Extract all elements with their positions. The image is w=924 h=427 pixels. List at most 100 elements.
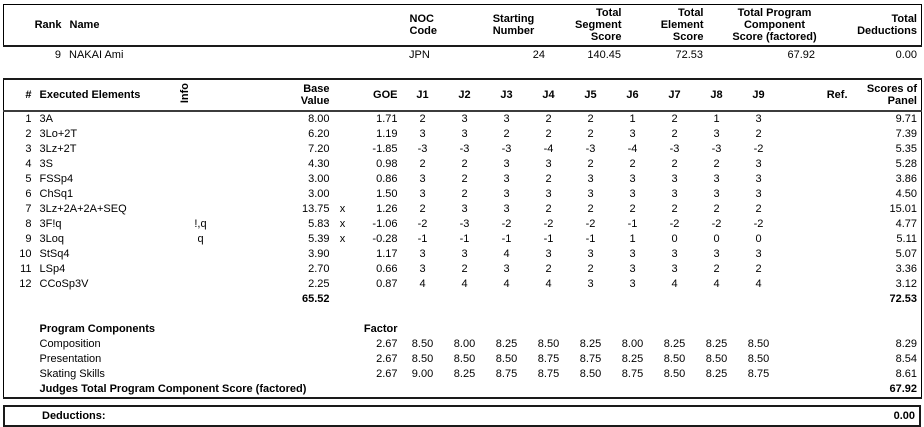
judge-score: 2 — [713, 158, 720, 170]
judge-score: -4 — [543, 143, 554, 155]
judge-score: -1 — [543, 233, 554, 245]
judge-score: 3 — [671, 188, 678, 200]
judge-score: 3 — [503, 113, 510, 125]
judge-score: -2 — [711, 218, 722, 230]
judge-score: 3 — [419, 263, 426, 275]
element-ref — [780, 247, 852, 262]
element-x-marker — [334, 157, 352, 172]
component-factor: 2.67 — [376, 338, 398, 350]
element-goe: -0.28 — [372, 233, 398, 245]
element-name: 3Loq — [39, 233, 64, 245]
component-score-header: Total Program Component Score (factored) — [732, 7, 817, 43]
base-value-total-row: 65.52 72.53 — [4, 292, 922, 307]
judge-score: 3 — [545, 188, 552, 200]
judge-score: 3 — [419, 188, 426, 200]
judge-score: 2 — [755, 263, 762, 275]
program-components-body: Composition 2.67 8.50 8.00 8.25 8.50 8.2… — [4, 337, 922, 382]
judge-score: -3 — [501, 143, 512, 155]
judge-score: 3 — [755, 113, 762, 125]
judge-8-header: J8 — [695, 79, 738, 112]
judge-score: 3 — [587, 278, 594, 290]
element-ref — [780, 142, 852, 157]
element-info — [176, 247, 226, 262]
judge-4-header: J4 — [527, 79, 570, 112]
judge-score: 2 — [461, 263, 468, 275]
component-judge-score: 8.75 — [747, 368, 770, 380]
info-column-header: Info — [175, 79, 226, 112]
judge-score: 3 — [671, 173, 678, 185]
judge-score: 4 — [755, 278, 762, 290]
judge-score: -2 — [417, 218, 428, 230]
component-judge-score: 8.00 — [453, 338, 476, 350]
component-panel-score: 8.61 — [895, 368, 917, 380]
judge-score: -4 — [627, 143, 638, 155]
element-goe: 0.86 — [376, 173, 398, 185]
element-number: 7 — [25, 203, 32, 215]
element-row: 11 LSp4 2.70 0.66 3 2 3 2 2 3 3 2 2 3.36 — [4, 262, 922, 277]
judge-score: 2 — [713, 263, 720, 275]
element-number: 12 — [19, 278, 32, 290]
element-row: 8 3F!q !,q 5.83 x -1.06 -2 -3 -2 -2 -2 -… — [4, 217, 922, 232]
total-panel-score: 72.53 — [889, 293, 917, 305]
judge-score: 4 — [419, 278, 426, 290]
component-judge-score: 8.75 — [579, 353, 602, 365]
component-judge-score: 9.00 — [411, 368, 434, 380]
judge-score: -1 — [585, 233, 596, 245]
element-name: 3Lz+2T — [39, 143, 77, 155]
skater-name: NAKAI Ami — [69, 49, 124, 61]
judge-score: 4 — [545, 278, 552, 290]
judge-score: 2 — [671, 203, 678, 215]
element-panel-score: 5.28 — [895, 158, 917, 170]
element-info — [176, 277, 226, 292]
component-panel-score: 8.54 — [895, 353, 917, 365]
component-judge-score: 8.50 — [663, 368, 686, 380]
element-row: 6 ChSq1 3.00 1.50 3 2 3 3 3 3 3 3 3 4.50 — [4, 187, 922, 202]
element-number: 1 — [25, 113, 32, 125]
judge-score: -2 — [753, 218, 764, 230]
deductions-bar: Deductions: 0.00 — [3, 405, 921, 427]
judge-6-header: J6 — [611, 79, 654, 112]
element-x-marker — [334, 172, 352, 187]
component-ref — [780, 352, 852, 367]
component-judge-score: 8.25 — [495, 338, 518, 350]
judge-score: 3 — [629, 128, 636, 140]
judge-score: 2 — [545, 113, 552, 125]
judge-score: 2 — [545, 173, 552, 185]
component-judge-score: 8.50 — [453, 353, 476, 365]
judges-total-value: 67.92 — [889, 383, 917, 395]
judge-score: 2 — [755, 128, 762, 140]
judge-score: 3 — [713, 173, 720, 185]
element-info — [176, 142, 226, 157]
element-base-value: 2.70 — [308, 263, 330, 275]
element-x-marker: x — [339, 203, 346, 215]
element-panel-score: 15.01 — [889, 203, 917, 215]
element-info: q — [197, 233, 204, 245]
component-panel-score: 8.29 — [895, 338, 917, 350]
summary-header-table: Rank Name NOC Code Starting Number Total… — [3, 4, 922, 47]
element-number: 8 — [25, 218, 32, 230]
judge-score: 4 — [671, 278, 678, 290]
judge-score: -2 — [501, 218, 512, 230]
judge-score: -2 — [753, 143, 764, 155]
judge-score: 3 — [419, 128, 426, 140]
component-factor: 2.67 — [376, 368, 398, 380]
component-judge-score: 8.50 — [747, 353, 770, 365]
skater-result-table: 9 NAKAI Ami JPN 24 140.45 72.53 67.92 0.… — [3, 47, 921, 63]
element-panel-score: 3.86 — [895, 173, 917, 185]
element-x-marker: x — [339, 218, 346, 230]
judge-score: 3 — [755, 173, 762, 185]
judge-score: -3 — [459, 143, 470, 155]
judge-7-header: J7 — [653, 79, 696, 112]
element-ref — [780, 277, 852, 292]
element-info — [176, 172, 226, 187]
component-judge-score: 8.50 — [663, 353, 686, 365]
judge-score: 3 — [461, 203, 468, 215]
judge-score: -3 — [459, 218, 470, 230]
total-segment-score: 140.45 — [587, 49, 621, 61]
component-factor: 2.67 — [376, 353, 398, 365]
judge-score: 4 — [503, 278, 510, 290]
element-base-value: 5.83 — [308, 218, 330, 230]
component-judge-score: 8.50 — [495, 353, 518, 365]
judge-score: 2 — [545, 203, 552, 215]
judge-score: 1 — [629, 233, 636, 245]
